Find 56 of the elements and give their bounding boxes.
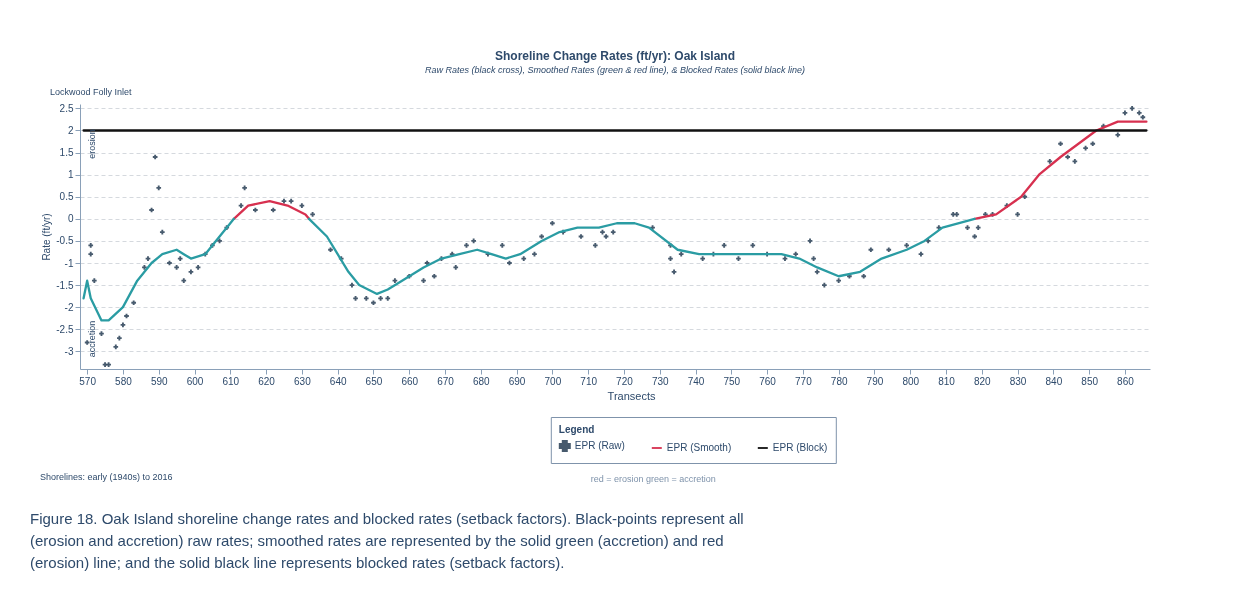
y-tick-label: 1 xyxy=(67,169,74,181)
x-tick-label: 600 xyxy=(186,375,204,387)
x-tick-label: 620 xyxy=(258,375,276,387)
x-tick-label: 860 xyxy=(1117,375,1135,387)
text: Shorelines: early (1940s) to 2016 xyxy=(40,472,173,482)
x-tick-label: 820 xyxy=(973,375,992,387)
chart-subtitle: Raw Rates (black cross), Smoothed Rates (green & red line), & Blocked Rates (solid black line) xyxy=(424,65,806,75)
y-tick-label: 1.5 xyxy=(59,147,74,159)
y-tick-label: 2.5 xyxy=(59,102,74,114)
x-tick-label: 730 xyxy=(651,375,670,387)
x-tick-label: 650 xyxy=(365,375,383,387)
x-tick-label: 800 xyxy=(902,375,920,387)
x-tick-label: 640 xyxy=(329,375,347,387)
legend-label: EPR (Block) xyxy=(772,442,828,453)
text: Lockwood Folly Inlet xyxy=(50,87,133,97)
x-tick-label: 840 xyxy=(1045,375,1063,387)
y-tick-label: 2 xyxy=(67,125,74,136)
x-tick-label: 850 xyxy=(1081,375,1099,387)
x-tick-label: 720 xyxy=(616,375,634,387)
x-tick-label: 790 xyxy=(866,375,884,387)
y-tick-label: -3 xyxy=(64,345,74,357)
x-tick-label: 590 xyxy=(150,375,169,387)
y-tick-label: 0 xyxy=(67,213,74,225)
x-tick-label: 690 xyxy=(508,375,526,387)
x-tick-label: 700 xyxy=(544,375,562,387)
y-tick-label: -2 xyxy=(64,301,74,313)
x-tick-label: 780 xyxy=(830,375,848,387)
y-tick-label: 0.5 xyxy=(59,191,74,203)
chart-title: Shoreline Change Rates (ft/yr): Oak Island xyxy=(494,49,736,63)
x-tick-label: 760 xyxy=(759,375,777,387)
x-tick-label: 610 xyxy=(222,375,240,387)
x-tick-label: 750 xyxy=(723,375,741,387)
y-tick-label: -1 xyxy=(64,257,74,269)
y-tick-label: -1.5 xyxy=(56,279,74,291)
x-tick-label: 670 xyxy=(437,375,455,387)
legend-label: EPR (Smooth) xyxy=(666,442,732,453)
y-tick-label: -2.5 xyxy=(56,323,74,335)
x-tick-label: 810 xyxy=(938,375,956,387)
x-tick-label: 770 xyxy=(795,375,813,387)
x-axis-title: Transects xyxy=(607,389,656,402)
y-tick-label: -0.5 xyxy=(56,235,74,247)
x-tick-label: 570 xyxy=(79,375,97,387)
x-tick-label: 660 xyxy=(401,375,419,387)
x-tick-label: 680 xyxy=(472,375,491,387)
text: red = erosion green = accretion xyxy=(590,474,716,484)
x-tick-label: 630 xyxy=(294,375,312,387)
annotation: erosion xyxy=(87,129,97,159)
x-tick-label: 710 xyxy=(580,375,598,387)
x-tick-label: 830 xyxy=(1009,375,1027,387)
y-axis-title: Rate (ft/yr) xyxy=(41,213,53,261)
legend-label: EPR (Raw) xyxy=(574,440,625,451)
annotation: accretion xyxy=(87,320,97,358)
caption: Figure 18. Oak Island shoreline change rates and blocked rates (setback factors). Black-points represent all (erosion and accretion) raw rates; smoothed rates are represented by the solid green (accretion) and red (erosion) line; and the solid black line represents blocked rates (setback factors). xyxy=(30,510,744,571)
x-tick-label: 740 xyxy=(687,375,705,387)
x-tick-label: 580 xyxy=(115,375,133,387)
legend-title: Legend xyxy=(558,424,595,435)
